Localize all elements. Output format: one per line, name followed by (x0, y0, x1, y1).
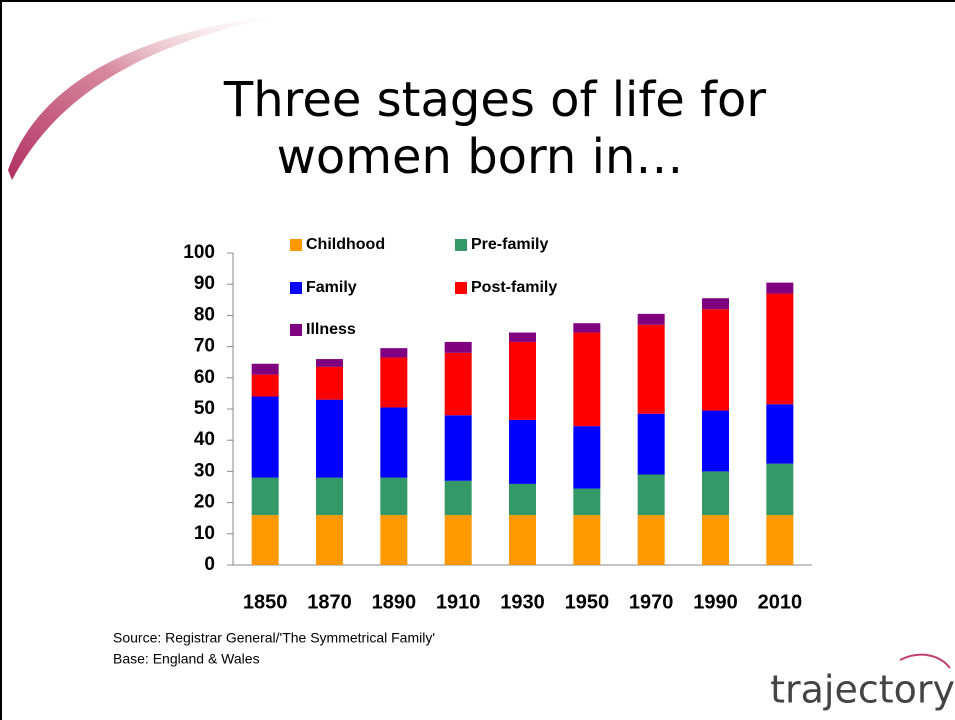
bar-segment (509, 515, 536, 565)
y-tick-label: 10 (194, 523, 215, 544)
source-note: Source: Registrar General/'The Symmetric… (113, 630, 435, 646)
bar-segment (444, 515, 472, 565)
bar-segment (444, 415, 472, 481)
x-tick-label: 1850 (243, 591, 288, 613)
legend-label: Childhood (306, 236, 385, 253)
bar-segment (316, 515, 343, 565)
bar-segment (766, 293, 794, 405)
legend-label: Illness (306, 321, 356, 338)
bar-segment (380, 477, 408, 516)
bar-segment (251, 396, 279, 478)
bar-segment (509, 419, 536, 484)
bar-segment (573, 515, 601, 565)
x-tick-label: 1990 (693, 591, 738, 613)
bar-segment (444, 480, 472, 516)
bar-segment (702, 471, 729, 516)
bar-segment (702, 309, 729, 411)
x-tick-label: 1910 (436, 591, 481, 613)
bar-segment (573, 488, 601, 516)
legend-swatch (455, 239, 467, 251)
bar-segment (380, 357, 408, 408)
legend-swatch (455, 282, 467, 294)
y-tick-label: 20 (194, 492, 215, 513)
bar-segment (251, 374, 279, 397)
bar-segment (766, 282, 794, 294)
y-tick-label: 30 (194, 460, 215, 481)
bar-segment (766, 463, 794, 516)
legend-label: Family (306, 279, 357, 296)
y-tick-label: 40 (194, 429, 215, 450)
bar-segment (573, 323, 601, 333)
bar-segment (380, 348, 408, 358)
bar-segment (573, 426, 601, 489)
x-tick-label: 1930 (500, 591, 545, 613)
x-tick-label: 1970 (629, 591, 674, 613)
bar-segment (637, 324, 665, 414)
title-line: women born in… (277, 129, 684, 185)
bar-segment (251, 363, 279, 375)
bar-segment (444, 352, 472, 416)
y-tick-label: 100 (183, 242, 215, 263)
bar-segment (702, 515, 729, 565)
y-tick-label: 70 (194, 336, 215, 357)
y-tick-label: 50 (194, 398, 215, 419)
legend-swatch (290, 239, 302, 251)
legend-swatch (290, 282, 302, 294)
bar-segment (766, 404, 794, 464)
legend-label: Post-family (471, 279, 557, 296)
bar-segment (251, 515, 279, 565)
bar-segment (316, 477, 343, 516)
decor-swoosh (8, 12, 300, 180)
bar-segment (251, 477, 279, 516)
title-line: Three stages of life for (223, 72, 766, 128)
y-tick-label: 80 (194, 304, 215, 325)
bar-segment (702, 298, 729, 310)
x-tick-label: 1870 (307, 591, 352, 613)
bar-segment (380, 407, 408, 478)
x-tick-label: 1950 (565, 591, 610, 613)
bar-segment (380, 515, 408, 565)
y-tick-label: 0 (204, 554, 215, 575)
bar-segment (637, 313, 665, 325)
legend-swatch (290, 324, 302, 336)
base-note: Base: England & Wales (113, 651, 260, 667)
x-tick-label: 2010 (758, 591, 803, 613)
bar-segment (316, 399, 343, 478)
bar-segment (573, 332, 601, 427)
logo: trajectory (770, 668, 955, 712)
bar-segment (702, 410, 729, 472)
bar-segment (444, 341, 472, 353)
bar-segment (637, 515, 665, 565)
y-tick-label: 60 (194, 367, 215, 388)
bar-segment (316, 366, 343, 400)
bar-segment (316, 359, 343, 367)
bar-segment (637, 474, 665, 516)
y-tick-label: 90 (194, 273, 215, 294)
bar-segment (509, 332, 536, 342)
bar-segment (509, 483, 536, 516)
bar-segment (509, 341, 536, 420)
bar-segment (637, 413, 665, 475)
x-tick-label: 1890 (372, 591, 417, 613)
legend-label: Pre-family (471, 236, 548, 253)
logo-swoosh (899, 653, 951, 669)
bar-segment (766, 515, 794, 565)
